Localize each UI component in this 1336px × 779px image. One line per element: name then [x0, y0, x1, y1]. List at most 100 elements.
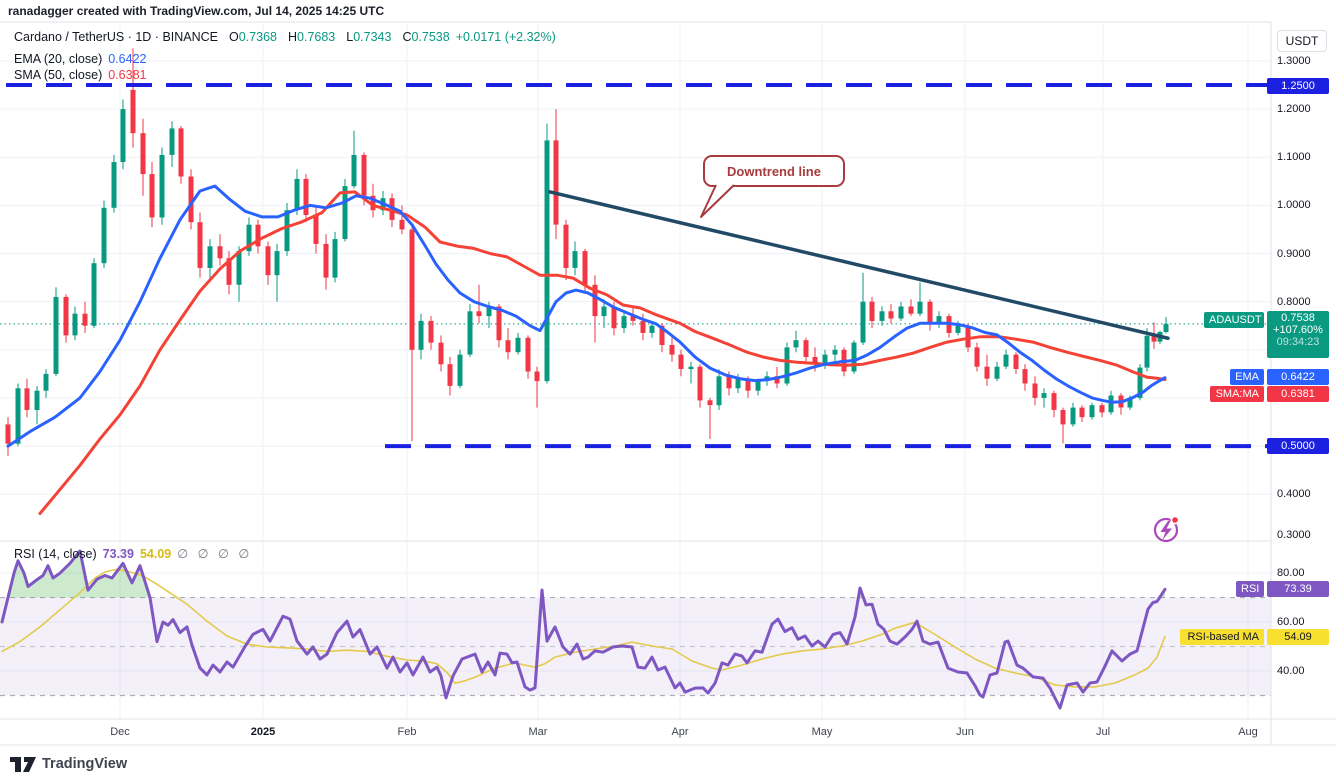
- candle: [994, 366, 1000, 379]
- candle: [659, 325, 665, 345]
- candle: [1099, 405, 1105, 413]
- candle: [755, 381, 761, 391]
- spark-icon[interactable]: [1153, 515, 1180, 543]
- ema-legend-label: EMA (20, close): [14, 52, 103, 66]
- candle: [255, 224, 261, 247]
- currency-toggle-button[interactable]: USDT: [1277, 30, 1327, 52]
- price-axis-label: 0.8000: [1277, 295, 1311, 308]
- candle: [707, 400, 713, 406]
- candle: [774, 376, 780, 384]
- rsi-overbought-fill: [8, 551, 150, 598]
- candle: [688, 366, 694, 370]
- downtrend-callout[interactable]: Downtrend line: [700, 155, 845, 218]
- rsi-badge-tab: RSI: [1236, 581, 1264, 597]
- candle: [265, 246, 271, 276]
- rsi-legend-label: RSI (14, close): [14, 546, 97, 561]
- candle: [621, 316, 627, 329]
- lower-level-badge: 0.5000: [1267, 438, 1329, 454]
- change-value: +0.0171 (+2.32%): [455, 30, 556, 44]
- tradingview-logo-icon[interactable]: [10, 757, 36, 772]
- rsi-legend[interactable]: RSI (14, close) 73.39 54.09 ∅ ∅ ∅ ∅: [14, 546, 253, 562]
- downtrend-line[interactable]: [548, 190, 1170, 341]
- candle: [140, 133, 146, 175]
- ohlc-close: C0.7538: [402, 30, 450, 44]
- last-price: 0.7538: [1281, 312, 1315, 324]
- candle: [169, 128, 175, 155]
- candle: [851, 342, 857, 372]
- sma-legend[interactable]: SMA (50, close) 0.6381: [14, 68, 146, 82]
- rsi-ma-badge-value: 54.09: [1267, 629, 1329, 645]
- time-axis-label: Jul: [1095, 726, 1111, 738]
- candle: [303, 178, 309, 215]
- candle: [1163, 323, 1169, 332]
- rsi-axis-label: 40.00: [1277, 665, 1305, 677]
- candle: [669, 345, 675, 355]
- candle: [476, 311, 482, 317]
- ema-legend[interactable]: EMA (20, close) 0.6422: [14, 52, 146, 66]
- symbol-legend[interactable]: Cardano / TetherUS · 1D · BINANCE O0.736…: [14, 30, 556, 44]
- candle: [467, 311, 473, 355]
- candle: [43, 373, 49, 391]
- ohlc-high: H0.7683: [287, 30, 336, 44]
- candle: [284, 210, 290, 252]
- price-axis-label: 0.3000: [1277, 529, 1311, 541]
- candle: [496, 306, 502, 341]
- candle: [726, 376, 732, 389]
- candle: [869, 301, 875, 321]
- candle: [984, 366, 990, 379]
- rsi-ma-line: [1, 568, 1166, 688]
- candle: [716, 376, 722, 406]
- candle: [965, 325, 971, 348]
- price-axis-label: 0.9000: [1277, 247, 1311, 260]
- candle: [72, 313, 78, 336]
- time-axis-label: May: [811, 726, 833, 738]
- candle: [1051, 393, 1057, 410]
- ema-badge-tab: EMA: [1230, 369, 1264, 385]
- rsi-badge-value: 73.39: [1267, 581, 1329, 597]
- candle: [101, 207, 107, 264]
- candle: [812, 357, 818, 365]
- candle: [505, 340, 511, 353]
- ema-legend-value: 0.6422: [108, 52, 147, 66]
- candle: [188, 176, 194, 223]
- candlestick-series: [5, 48, 1169, 456]
- candle: [149, 174, 155, 218]
- candle: [822, 354, 828, 365]
- candle: [630, 316, 636, 321]
- last-price-badge: 0.7538 +107.60% 09:34:23: [1267, 311, 1329, 358]
- time-axis-label: Feb: [397, 726, 417, 738]
- time-axis-label: Apr: [671, 726, 689, 738]
- candle: [697, 366, 703, 401]
- candle: [428, 320, 434, 343]
- time-axis-label: Aug: [1238, 726, 1258, 738]
- candle: [1144, 335, 1150, 368]
- candle: [1070, 407, 1076, 425]
- rsi-legend-empty-slots: ∅ ∅ ∅ ∅: [177, 547, 253, 561]
- candle: [226, 258, 232, 285]
- candle: [1041, 393, 1047, 398]
- rsi-ma-badge-tab: RSI-based MA: [1180, 629, 1264, 645]
- candle: [236, 251, 242, 285]
- candle: [323, 243, 329, 278]
- candle: [120, 109, 126, 162]
- ema-badge-value: 0.6422: [1267, 369, 1329, 385]
- candle: [217, 246, 223, 259]
- candle: [611, 306, 617, 329]
- candle: [735, 378, 741, 389]
- rsi-axis-label: 60.00: [1277, 616, 1305, 629]
- candle: [888, 311, 894, 319]
- candle: [63, 296, 69, 336]
- symbol-title: Cardano / TetherUS · 1D · BINANCE: [14, 30, 219, 44]
- candle: [1137, 367, 1143, 398]
- time-axis-label: Mar: [528, 726, 548, 738]
- candle: [974, 347, 980, 367]
- ema20-line: [6, 184, 1167, 448]
- candle: [418, 320, 424, 350]
- price-axis-label: 1.0000: [1277, 199, 1311, 212]
- candle: [342, 186, 348, 239]
- candle: [1108, 395, 1114, 413]
- rsi-band: [0, 597, 1271, 696]
- candle: [832, 349, 838, 355]
- tradingview-wordmark[interactable]: TradingView: [42, 756, 128, 772]
